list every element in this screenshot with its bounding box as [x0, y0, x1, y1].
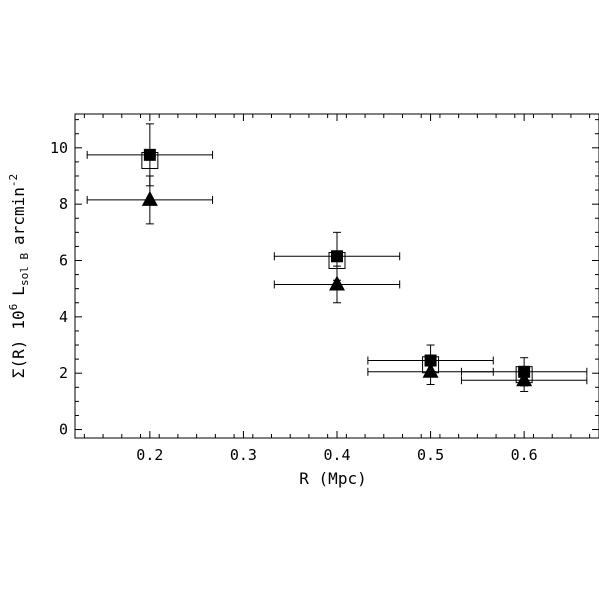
filled-square-marker: [331, 250, 343, 263]
x-tick-label: 0.5: [417, 446, 444, 464]
x-axis-title: R (Mpc): [299, 469, 366, 488]
y-axis-scale-base: 10: [9, 310, 28, 329]
x-tick-label: 0.4: [323, 446, 350, 464]
axis-ticks: 0.2 0.3 0.4 0.5 0.6 0 2 4 6 8 10: [50, 114, 599, 464]
y-axis-unit: arcmin: [9, 187, 28, 245]
y-axis-lum-sub: sol B: [18, 253, 31, 286]
y-axis-scale-exp: 6: [7, 304, 20, 311]
filled-triangle-marker: [516, 371, 533, 387]
y-tick-label: 4: [59, 308, 68, 326]
open-square-marker: [141, 151, 159, 169]
y-tick-label: 0: [59, 421, 68, 439]
y-tick-label: 6: [59, 252, 68, 270]
open-square-marker: [328, 252, 346, 270]
y-axis-sigma: Σ(R): [9, 340, 28, 379]
filled-triangle-marker: [141, 190, 158, 206]
filled-square-marker: [424, 354, 437, 367]
y-axis-unit-exp: -2: [7, 174, 20, 187]
y-axis-lum: L: [9, 286, 28, 296]
y-tick-label: 2: [59, 364, 68, 382]
x-tick-label: 0.3: [230, 446, 257, 464]
filled-triangle-marker: [329, 275, 345, 291]
y-tick-label: 8: [59, 195, 68, 213]
data-markers: [141, 148, 533, 387]
y-axis-title: Σ(R) 106 Lsol B arcmin-2: [7, 174, 31, 378]
x-tick-label: 0.6: [511, 446, 538, 464]
filled-square-marker: [143, 148, 156, 161]
y-tick-label: 10: [50, 139, 68, 157]
x-tick-label: 0.2: [136, 446, 163, 464]
filled-triangle-marker: [422, 362, 439, 378]
